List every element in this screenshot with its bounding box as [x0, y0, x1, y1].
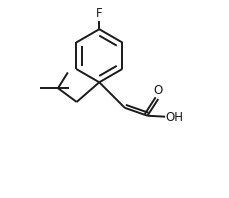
Text: O: O	[153, 84, 162, 97]
Text: OH: OH	[165, 111, 183, 124]
Text: F: F	[95, 7, 102, 20]
